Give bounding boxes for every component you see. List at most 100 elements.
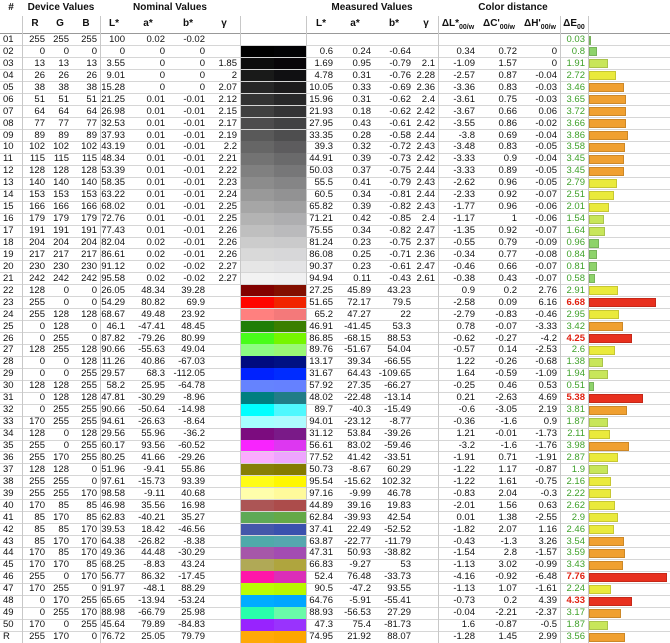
distance-value: -3.33 xyxy=(453,165,475,177)
nominal-value: 100 xyxy=(109,34,125,45)
column-header: a* xyxy=(143,18,153,29)
distance-value: 0.96 xyxy=(498,177,518,189)
row-id: 48 xyxy=(3,595,14,607)
device-value: 170 xyxy=(29,416,45,428)
measured-value: 2.47 xyxy=(416,225,436,237)
delta-e: 3.45 xyxy=(566,153,586,165)
row-rule xyxy=(0,296,670,298)
row-rule xyxy=(0,260,670,262)
delta-e: 3.45 xyxy=(566,165,586,177)
nominal-value: 2.19 xyxy=(218,129,238,141)
delta-e-bar xyxy=(589,131,628,141)
row-rule xyxy=(0,451,670,453)
delta-e: 1.64 xyxy=(566,225,586,237)
delta-e: 0.51 xyxy=(566,380,586,392)
device-value: 170 xyxy=(81,571,97,583)
device-value: 170 xyxy=(53,511,69,523)
row-id: 14 xyxy=(3,189,14,201)
measured-value: 54.04 xyxy=(387,344,411,356)
nominal-value: 44.48 xyxy=(141,547,165,559)
measured-swatch xyxy=(274,595,306,608)
measured-value: -38.82 xyxy=(384,547,411,559)
device-value: 77 xyxy=(86,117,97,129)
measured-value: 0.95 xyxy=(352,57,372,69)
device-value: 255 xyxy=(81,440,97,451)
measured-value: 46.91 xyxy=(309,320,333,332)
delta-e-bar xyxy=(589,501,616,511)
distance-value: 0.79 xyxy=(498,237,518,248)
distance-value: -2.21 xyxy=(495,607,517,619)
device-value: 89 xyxy=(34,129,45,141)
device-value: 170 xyxy=(53,451,69,463)
measured-value: -15.62 xyxy=(344,475,371,487)
nominal-value: -53.24 xyxy=(178,595,205,607)
nominal-value: -0.01 xyxy=(183,225,205,237)
device-value: 89 xyxy=(86,129,97,141)
device-value: 255 xyxy=(29,631,45,643)
measured-swatch xyxy=(274,308,306,322)
distance-value: -2.37 xyxy=(535,607,557,619)
delta-e-bar xyxy=(589,525,614,535)
column-header: ΔE00 xyxy=(560,18,588,34)
distance-value: -2.63 xyxy=(495,392,517,404)
delta-e: 3.58 xyxy=(566,141,586,153)
measured-swatch xyxy=(274,177,306,190)
distance-value: -1.76 xyxy=(535,440,557,451)
measured-swatch xyxy=(274,416,306,429)
device-value: 255 xyxy=(29,487,45,499)
nominal-swatch xyxy=(241,117,274,131)
distance-value: -0.46 xyxy=(535,308,557,320)
row-id: 39 xyxy=(3,487,14,499)
distance-value: -0.25 xyxy=(453,380,475,392)
delta-e: 1.94 xyxy=(566,368,586,380)
measured-value: -23.12 xyxy=(344,416,371,428)
distance-value: -1.13 xyxy=(453,559,475,571)
measured-value: -5.91 xyxy=(349,595,371,607)
nominal-value: 53.39 xyxy=(101,165,125,177)
distance-value: 1.22 xyxy=(456,356,476,368)
delta-e: 1.91 xyxy=(566,57,586,69)
nominal-value: -0.01 xyxy=(183,237,205,248)
delta-e-bar xyxy=(589,465,608,475)
nominal-value: -30.29 xyxy=(138,392,165,404)
measured-value: -40.3 xyxy=(349,404,371,416)
device-value: 170 xyxy=(29,583,45,595)
nominal-value: 90.66 xyxy=(101,404,125,416)
row-rule xyxy=(0,320,670,322)
measured-value: 48.02 xyxy=(309,392,333,404)
row-id: 16 xyxy=(3,213,14,225)
measured-value: 81.24 xyxy=(309,237,333,248)
distance-value: 0.92 xyxy=(498,225,518,237)
measured-value: 2.61 xyxy=(416,272,436,284)
measured-value: 0.41 xyxy=(352,177,372,189)
nominal-value: 41.66 xyxy=(141,451,165,463)
column-rule xyxy=(240,16,241,643)
nominal-value: -55.63 xyxy=(138,344,165,356)
measured-swatch xyxy=(274,631,306,643)
nominal-value: 39.53 xyxy=(101,523,125,535)
measured-swatch xyxy=(274,93,306,107)
nominal-value: 91.97 xyxy=(101,583,125,595)
measured-swatch xyxy=(274,535,306,548)
nominal-value: 35.27 xyxy=(181,511,205,523)
row-rule xyxy=(0,355,670,357)
measured-value: -68.15 xyxy=(344,332,371,344)
nominal-value: 55.96 xyxy=(141,428,165,440)
nominal-value: 2.27 xyxy=(218,272,238,284)
distance-value: 1.07 xyxy=(498,583,518,595)
nominal-value: 2.17 xyxy=(218,117,238,129)
measured-value: 52.4 xyxy=(314,571,334,583)
row-rule xyxy=(0,570,670,572)
nominal-swatch xyxy=(241,248,274,262)
nominal-value: 2.24 xyxy=(218,189,238,201)
distance-value: -3.61 xyxy=(453,93,475,105)
nominal-value: 0 xyxy=(199,57,205,69)
distance-value: -0.68 xyxy=(535,356,557,368)
device-value: 128 xyxy=(81,344,97,356)
nominal-value: 88.29 xyxy=(181,583,205,595)
delta-e-bar xyxy=(589,71,617,81)
device-value: 0 xyxy=(39,595,45,607)
delta-e: 0.96 xyxy=(566,237,586,248)
measured-value: 62.84 xyxy=(309,511,333,523)
row-id: 17 xyxy=(3,225,14,237)
